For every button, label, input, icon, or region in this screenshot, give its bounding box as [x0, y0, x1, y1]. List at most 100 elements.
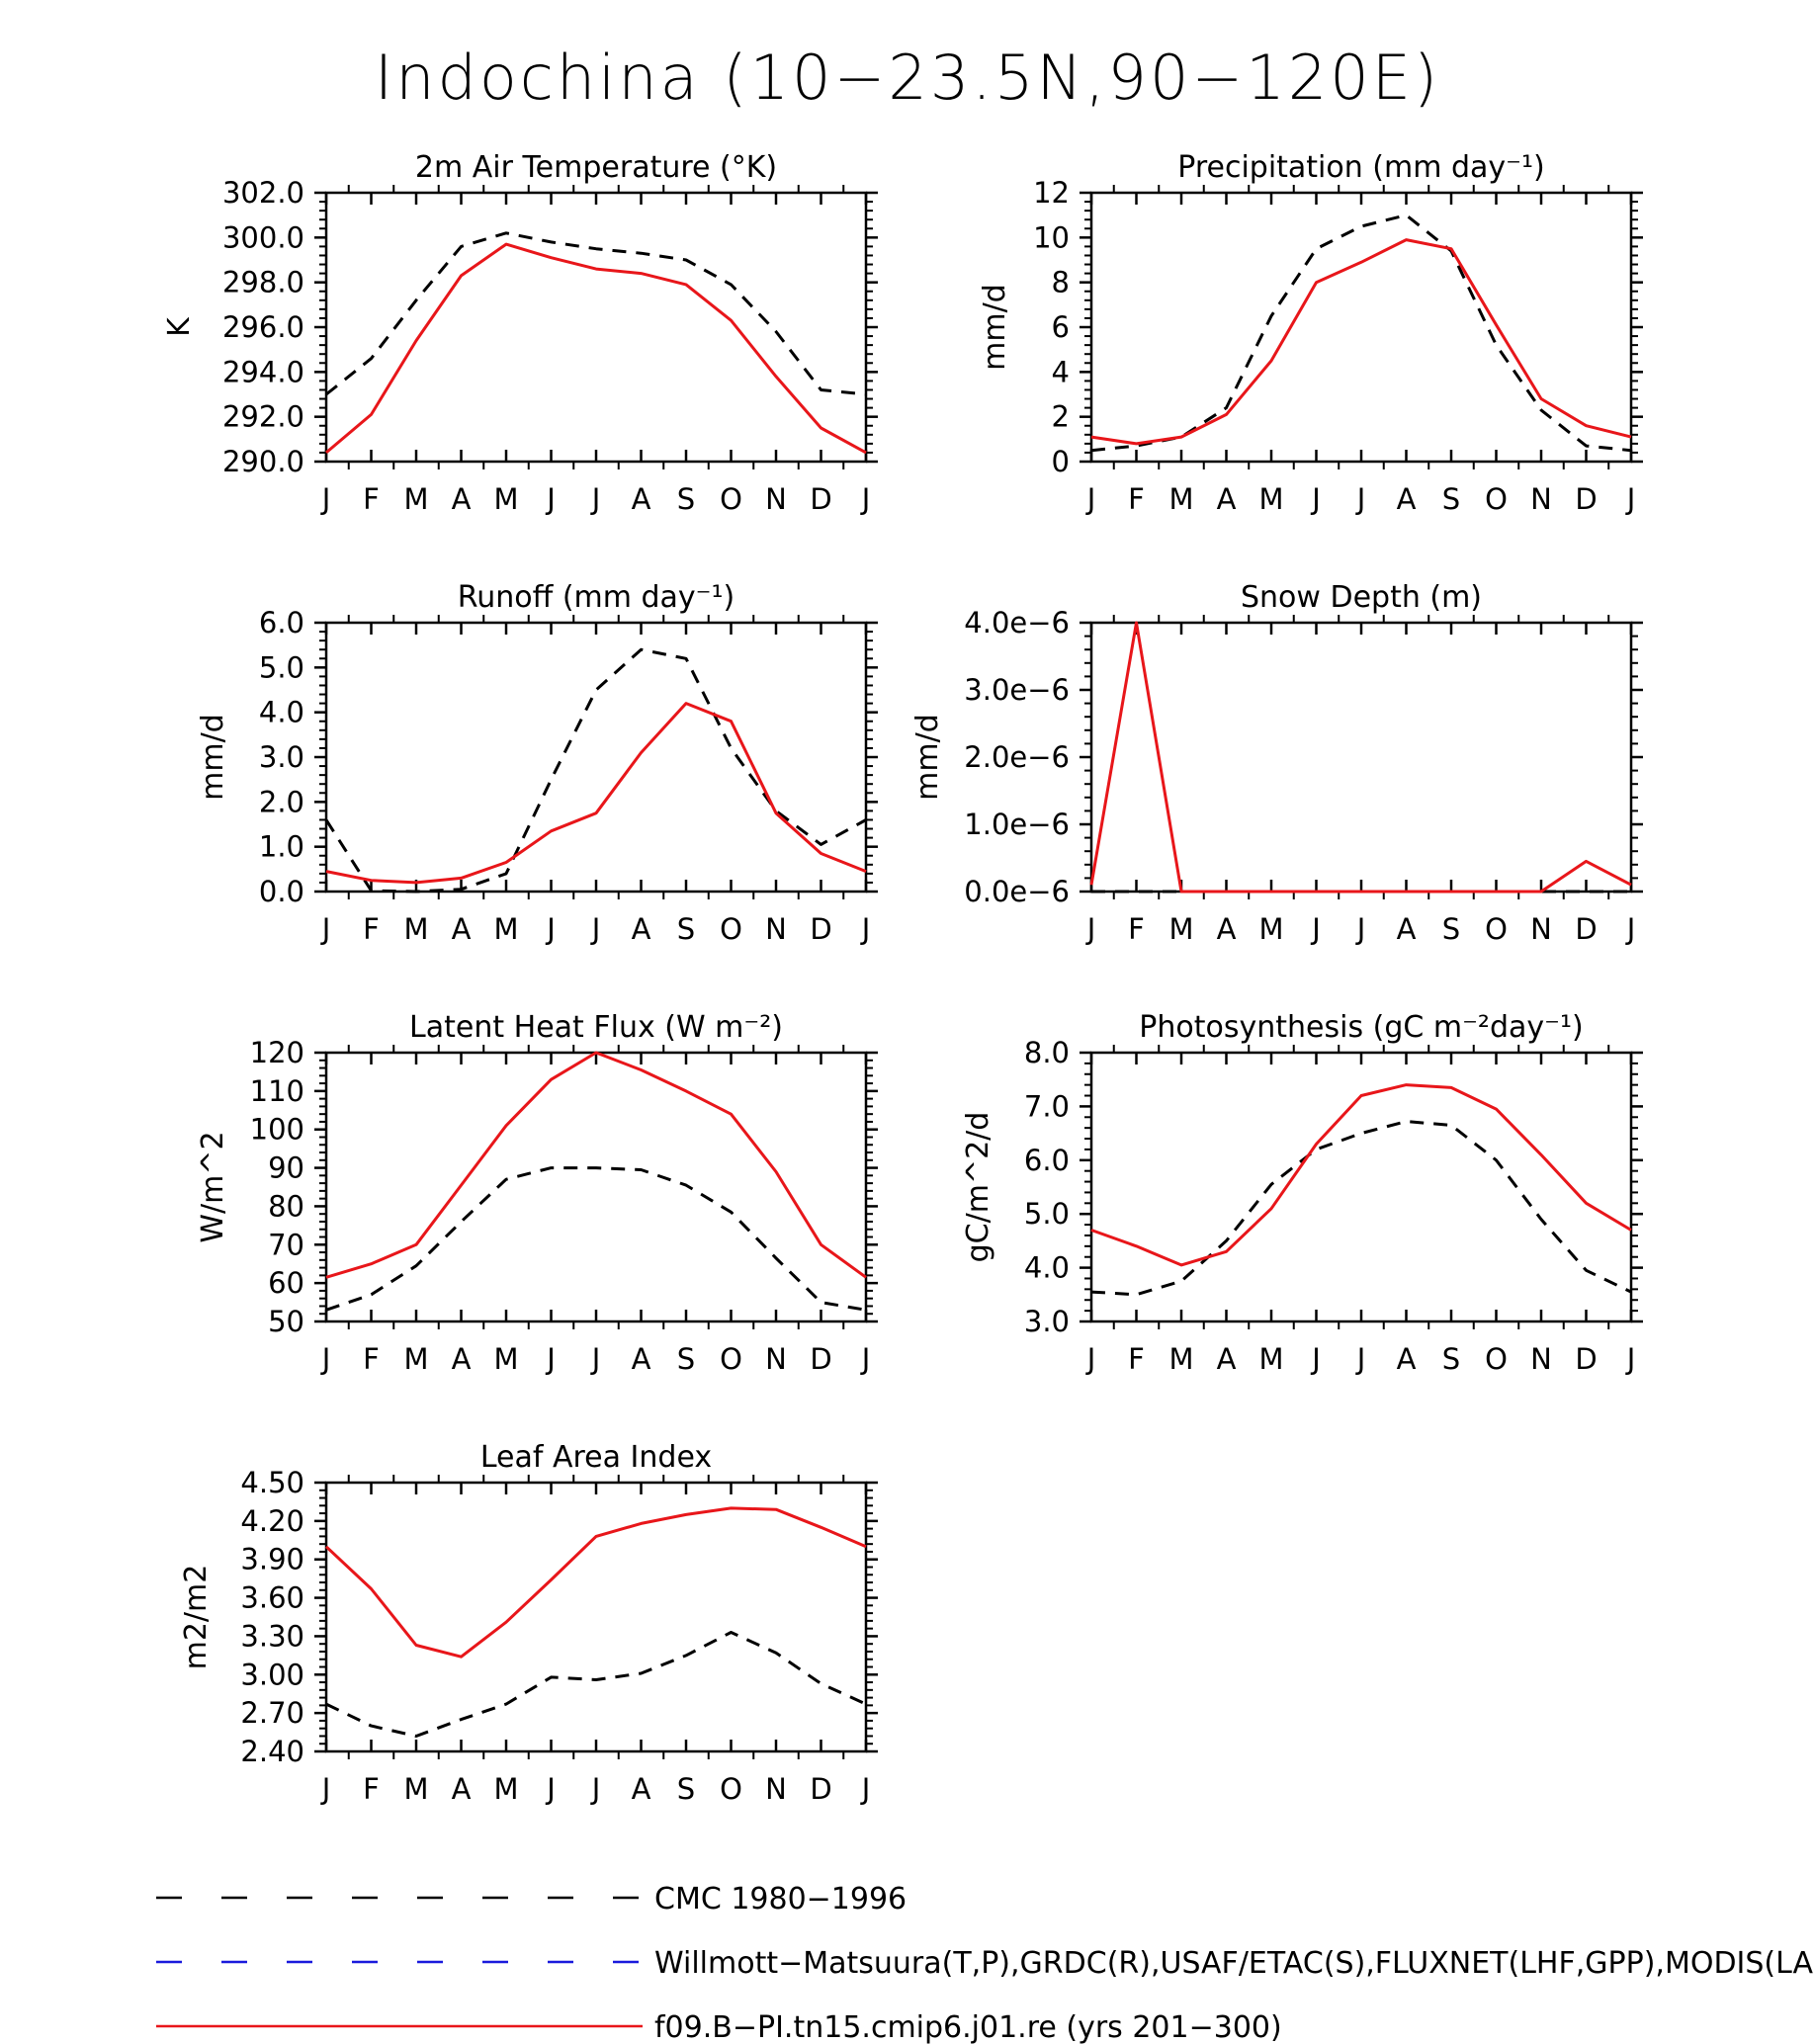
- panel-title: Runoff (mm day⁻¹): [458, 580, 735, 615]
- y-tick-label: 2.40: [240, 1735, 304, 1768]
- x-tick-label: A: [1217, 912, 1237, 946]
- x-tick-label: J: [320, 482, 331, 516]
- y-tick-label: 3.0e−6: [964, 673, 1070, 707]
- x-tick-label: O: [720, 912, 742, 946]
- x-tick-label: J: [590, 912, 601, 946]
- x-tick-label: J: [1085, 912, 1096, 946]
- series-line-dashed: [325, 1166, 867, 1312]
- x-tick-label: J: [1085, 482, 1096, 516]
- y-tick-label: 0: [1052, 445, 1070, 478]
- x-tick-label: M: [1168, 1342, 1193, 1376]
- y-tick-label: 4.0e−6: [964, 606, 1070, 639]
- y-tick-label: 1.0: [259, 830, 304, 864]
- chart-panels: J F M A M J J A S O N D J290.0292.0294.0296.0298.030…: [162, 150, 1643, 1806]
- y-tick-label: 298.0: [222, 266, 304, 299]
- plot-frame: [324, 191, 868, 464]
- figure-title: Indochina (10−23.5N,90−120E): [375, 42, 1440, 114]
- chart-panel: J F M A M J J A S O N D J3.04.05.06.07.08.0Photosynt…: [961, 1010, 1643, 1376]
- x-tick-label: J: [860, 1772, 871, 1806]
- panel-title: Latent Heat Flux (W m⁻²): [409, 1010, 783, 1045]
- y-tick-label: 4.20: [240, 1504, 304, 1538]
- y-tick-label: 3.00: [240, 1658, 304, 1691]
- plot-frame: [324, 621, 868, 894]
- y-tick-label: 4.0: [259, 696, 304, 729]
- series-line-dashed: [1090, 1120, 1632, 1297]
- x-tick-label: D: [1575, 912, 1597, 946]
- y-tick-label: 300.0: [222, 220, 304, 254]
- y-tick-label: 60: [268, 1266, 304, 1300]
- x-tick-label: S: [677, 1772, 695, 1806]
- x-tick-label: J: [1355, 912, 1366, 946]
- series-line-dashed: [1090, 213, 1632, 453]
- y-tick-label: 2.70: [240, 1696, 304, 1730]
- series-line-solid: [325, 702, 867, 885]
- y-tick-label: 3.60: [240, 1581, 304, 1615]
- y-tick-label: 6.0: [1024, 1144, 1070, 1177]
- x-tick-label: D: [810, 1772, 831, 1806]
- x-tick-label: O: [1485, 482, 1508, 516]
- y-tick-label: 2.0: [259, 785, 304, 818]
- y-tick-label: 90: [268, 1151, 304, 1185]
- y-tick-label: 10: [1033, 220, 1070, 254]
- x-tick-label: J: [1355, 1342, 1366, 1376]
- y-tick-label: 100: [250, 1113, 304, 1147]
- x-tick-label: J: [860, 1342, 871, 1376]
- y-tick-label: 2.0e−6: [964, 740, 1070, 774]
- x-tick-label: N: [1530, 482, 1552, 516]
- x-tick-label: J: [1310, 912, 1321, 946]
- panel-title: Leaf Area Index: [480, 1440, 712, 1475]
- x-tick-label: J: [590, 1342, 601, 1376]
- y-tick-label: 4: [1052, 355, 1070, 388]
- x-tick-label: N: [1530, 1342, 1552, 1376]
- x-tick-label: J: [1625, 482, 1636, 516]
- y-tick-label: 3.90: [240, 1543, 304, 1576]
- x-tick-label: J: [1625, 1342, 1636, 1376]
- x-tick-label: J: [320, 1772, 331, 1806]
- y-tick-label: 3.0: [259, 740, 304, 774]
- chart-panel: J F M A M J J A S O N D J0.01.02.03.04.05.06.0Runoff…: [196, 580, 878, 946]
- x-tick-label: A: [452, 912, 472, 946]
- x-tick-label: A: [632, 482, 651, 516]
- panel-title: Photosynthesis (gC m⁻²day⁻¹): [1139, 1010, 1583, 1045]
- y-tick-label: 80: [268, 1189, 304, 1223]
- x-tick-label: A: [1397, 912, 1417, 946]
- x-tick-label: O: [720, 482, 742, 516]
- x-tick-label: J: [320, 912, 331, 946]
- y-tick-label: 7.0: [1024, 1089, 1070, 1123]
- x-tick-label: J: [860, 482, 871, 516]
- x-tick-label: N: [1530, 912, 1552, 946]
- legend-label: Willmott−Matsuura(T,P),GRDC(R),USAF/ETAC…: [654, 1946, 1815, 1981]
- y-tick-label: 5.0: [259, 650, 304, 684]
- x-tick-label: N: [765, 1772, 787, 1806]
- y-tick-label: 4.50: [240, 1466, 304, 1499]
- x-tick-label: O: [1485, 912, 1508, 946]
- y-tick-label: 290.0: [222, 445, 304, 478]
- x-tick-label: D: [1575, 482, 1597, 516]
- series-line-solid: [1090, 1083, 1632, 1267]
- y-axis-label: W/m^2: [196, 1131, 230, 1242]
- x-tick-label: J: [545, 1772, 556, 1806]
- y-tick-label: 50: [268, 1305, 304, 1338]
- y-tick-label: 296.0: [222, 310, 304, 344]
- series-line-solid: [325, 242, 867, 455]
- x-tick-label: F: [363, 1342, 380, 1376]
- x-tick-label: S: [677, 912, 695, 946]
- chart-panel: J F M A M J J A S O N D J290.0292.0294.0296.0298.030…: [162, 150, 878, 516]
- x-tick-label: F: [363, 482, 380, 516]
- x-tick-label: M: [403, 1772, 428, 1806]
- y-tick-label: 0.0e−6: [964, 875, 1070, 908]
- y-tick-label: 6: [1052, 310, 1070, 344]
- series-line-solid: [325, 1051, 867, 1279]
- y-tick-label: 12: [1033, 176, 1070, 210]
- x-tick-label: J: [1625, 912, 1636, 946]
- x-tick-label: F: [1128, 1342, 1145, 1376]
- x-tick-label: J: [1310, 1342, 1321, 1376]
- x-tick-label: M: [1258, 1342, 1283, 1376]
- y-tick-label: 0.0: [259, 875, 304, 908]
- plot-frame: [1089, 1051, 1633, 1323]
- x-tick-label: N: [765, 1342, 787, 1376]
- x-tick-label: M: [493, 1772, 518, 1806]
